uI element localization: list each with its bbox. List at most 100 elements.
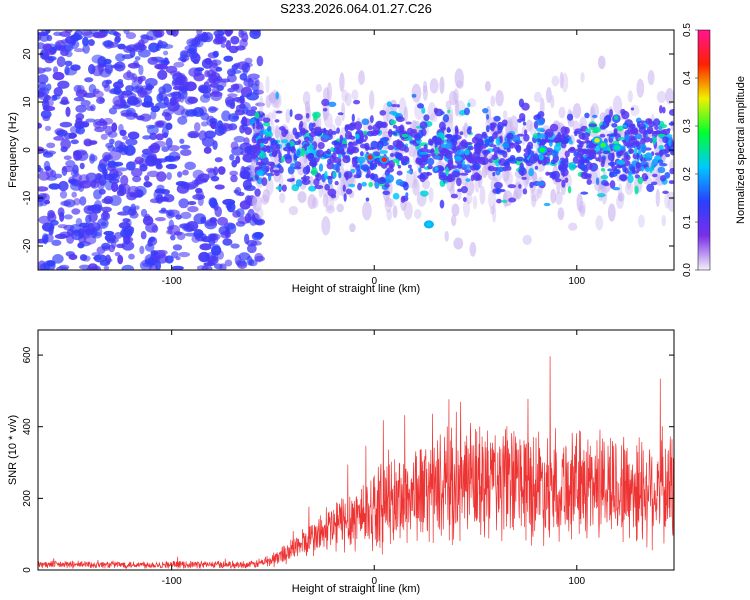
spectrogram-cell — [238, 252, 251, 261]
spectrogram-cell — [420, 190, 429, 197]
spectrogram-cell — [64, 60, 73, 67]
spectrogram-cell — [204, 130, 216, 139]
spectrogram-cell — [97, 179, 105, 190]
spectrogram-cell — [361, 181, 367, 187]
spectrogram-cell — [647, 69, 655, 86]
spectrogram-cell — [667, 196, 674, 212]
spectrogram-cell — [47, 55, 57, 61]
spectrogram-cell — [484, 162, 490, 176]
spectrogram-cell — [481, 165, 488, 178]
spectrogram-cell — [427, 138, 433, 146]
spectrogram-cell — [259, 95, 264, 115]
spectrogram-cell — [567, 147, 577, 153]
spectrogram-cell — [88, 263, 98, 270]
spectrogram-cell — [420, 172, 424, 180]
spectrogram-cell — [114, 251, 121, 257]
spectrogram-cell — [518, 184, 522, 189]
spectrogram-cell — [538, 154, 544, 161]
spectrogram-cell — [148, 152, 157, 162]
spectrogram-cell — [322, 193, 329, 208]
spectrogram-cell — [460, 186, 468, 194]
spectrogram-cell — [125, 138, 138, 146]
spectrogram-cell — [163, 193, 175, 203]
spectrogram-cell — [609, 171, 618, 178]
spectrogram-cell — [193, 122, 201, 132]
spectrogram-cell — [659, 162, 668, 167]
spectrogram-cell — [521, 176, 527, 180]
spectrogram-cell — [595, 177, 600, 186]
spectrogram-cell — [196, 265, 209, 270]
spectrogram-cell — [330, 147, 335, 152]
spectrogram-cell — [294, 161, 302, 168]
spectrogram-cell — [529, 181, 534, 188]
spectrogram-cell — [131, 80, 139, 90]
spectrogram-cell — [654, 125, 659, 131]
spectrogram-cell — [252, 122, 256, 130]
spectrogram-cell — [274, 119, 280, 123]
spectrogram-cell — [254, 219, 263, 225]
spectrogram-cell — [606, 133, 616, 137]
spectrogram-cell — [376, 121, 382, 129]
spectrogram-cell — [536, 113, 541, 119]
spectrogram-cell — [255, 102, 265, 107]
spectrogram-cell — [634, 174, 641, 179]
spectrogram-cell — [262, 117, 271, 123]
spectrogram-cell — [362, 130, 368, 135]
spectrogram-cell — [258, 152, 267, 159]
spectrogram-cell — [194, 67, 205, 72]
spectrogram-cell — [262, 188, 271, 203]
spectrogram-cell — [179, 50, 189, 59]
spectrogram-cell — [396, 170, 403, 176]
spectrogram-cell — [301, 178, 311, 186]
spectrogram-cell — [82, 225, 89, 233]
spectrogram-cell — [188, 43, 198, 55]
spectrogram-cell — [75, 217, 83, 227]
snr-ytick-label: 0 — [22, 567, 33, 573]
spectrogram-cell — [230, 35, 240, 45]
spectrogram-cell — [198, 130, 207, 141]
spectrogram-cell — [171, 251, 179, 259]
spectrogram-cell — [122, 104, 129, 109]
spectrogram-cell — [351, 113, 355, 123]
spectrogram-cell — [564, 177, 569, 183]
spectrogram-cell — [611, 165, 618, 172]
spectrogram-cell — [518, 167, 527, 176]
spectrogram-cell — [114, 232, 123, 239]
spectrogram-cell — [224, 30, 232, 37]
spectrogram-cell — [207, 255, 219, 265]
snr-frame — [37, 329, 675, 571]
spectrogram-cell — [111, 182, 119, 193]
spectrogram-cell — [84, 77, 94, 83]
spectrogram-cell — [366, 168, 371, 178]
spectrogram-cell — [155, 194, 164, 204]
spectrogram-cell — [418, 167, 422, 173]
spectrogram-cell — [447, 173, 453, 182]
spectrogram-cell — [359, 143, 368, 149]
spectrogram-cell — [543, 157, 551, 164]
spectrogram-cell — [467, 145, 474, 151]
spectrogram-cell — [488, 135, 495, 143]
spectrogram-cell — [220, 230, 232, 239]
spectrogram-cell — [490, 123, 495, 132]
spectrogram-cell — [302, 166, 311, 175]
spectrogram-cell — [327, 101, 337, 108]
spectrogram-cell — [38, 92, 49, 101]
spectrogram-cell — [108, 173, 121, 182]
spectrogram-cell — [204, 70, 210, 78]
spectrogram-cell — [649, 137, 653, 144]
spectrogram-cell — [96, 96, 105, 105]
spectrogram-cell — [266, 161, 275, 167]
spectrogram-cell — [245, 62, 253, 68]
spectrogram-cell — [162, 83, 173, 93]
spectrogram-cell — [453, 88, 460, 104]
spectrogram-cell — [525, 144, 531, 151]
spectrogram-cell — [509, 142, 515, 149]
spectrogram-cell — [559, 139, 569, 143]
spectrogram-cell — [177, 116, 188, 125]
spectrogram-cell — [659, 149, 664, 157]
spectrogram-cell — [528, 155, 538, 164]
spectrogram-cell — [337, 112, 344, 116]
spectrogram-cell — [305, 112, 310, 119]
spectrogram-cell — [126, 191, 138, 201]
spectrogram-cell — [239, 124, 245, 134]
